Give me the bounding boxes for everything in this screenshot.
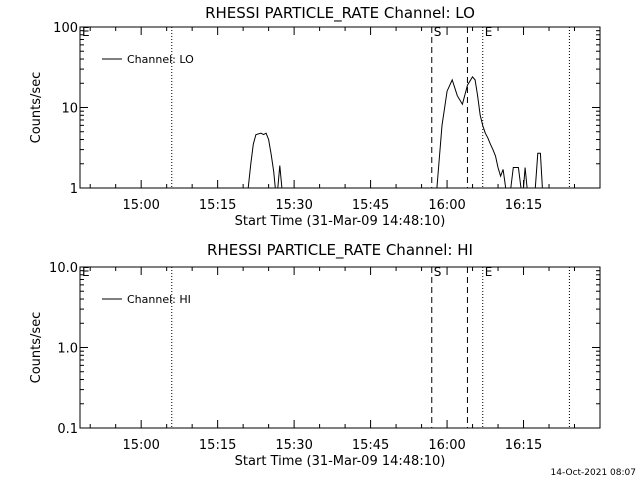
x-tick-label: 16:15 [505,438,542,453]
marker-label: S [434,265,442,279]
y-tick-label: 1.0 [57,342,78,357]
series-line-segment [510,167,522,189]
plot-frame [79,26,601,189]
series-line-segment [523,167,528,189]
plot-frame [79,266,601,429]
y-axis-label: Counts/sec [29,72,44,144]
legend-label: Channel: LO [127,53,194,66]
footer-timestamp: 14-Oct-2021 08:07 [551,468,636,478]
panel-hi: RHESSI PARTICLE_RATE Channel: HI 0.1 1.0 10… [29,241,601,469]
x-tick-label: 16:00 [428,198,465,213]
y-axis-label: Counts/sec [29,312,44,384]
chart-title: RHESSI PARTICLE_RATE Channel: HI [207,241,473,260]
x-tick-label: 16:15 [505,198,542,213]
legend-label: Channel: HI [127,293,191,306]
y-tick-label: 0.1 [57,422,78,437]
y-tick-label: 10.0 [49,261,78,276]
x-axis-label: Start Time (31-Mar-09 14:48:10) [235,454,446,469]
x-tick-label: 15:15 [199,198,236,213]
series-line-segment [247,132,276,189]
panel-lo: RHESSI PARTICLE_RATE Channel: LO 1 10 100 15… [29,4,601,229]
marker-label: S [434,25,442,39]
marker-label: E [82,25,90,39]
series-line-segment [277,165,283,189]
marker-label: E [82,265,90,279]
x-tick-label: 16:00 [428,438,465,453]
y-tick-label: 10 [61,102,78,117]
x-tick-label: 15:45 [352,198,389,213]
x-tick-label: 15:30 [275,198,312,213]
x-tick-label: 15:00 [122,438,159,453]
x-tick-label: 15:30 [275,438,312,453]
x-tick-label: 15:15 [199,438,236,453]
x-tick-label: 15:45 [352,438,389,453]
y-tick-label: 1 [70,182,78,197]
marker-label: E [485,25,493,39]
y-tick-label: 100 [53,21,78,36]
x-tick-label: 15:00 [122,198,159,213]
series-line-segment [534,152,543,189]
x-axis-label: Start Time (31-Mar-09 14:48:10) [235,214,446,229]
marker-label: E [485,265,493,279]
series-line-segment [436,76,507,189]
chart-title: RHESSI PARTICLE_RATE Channel: LO [205,4,475,23]
